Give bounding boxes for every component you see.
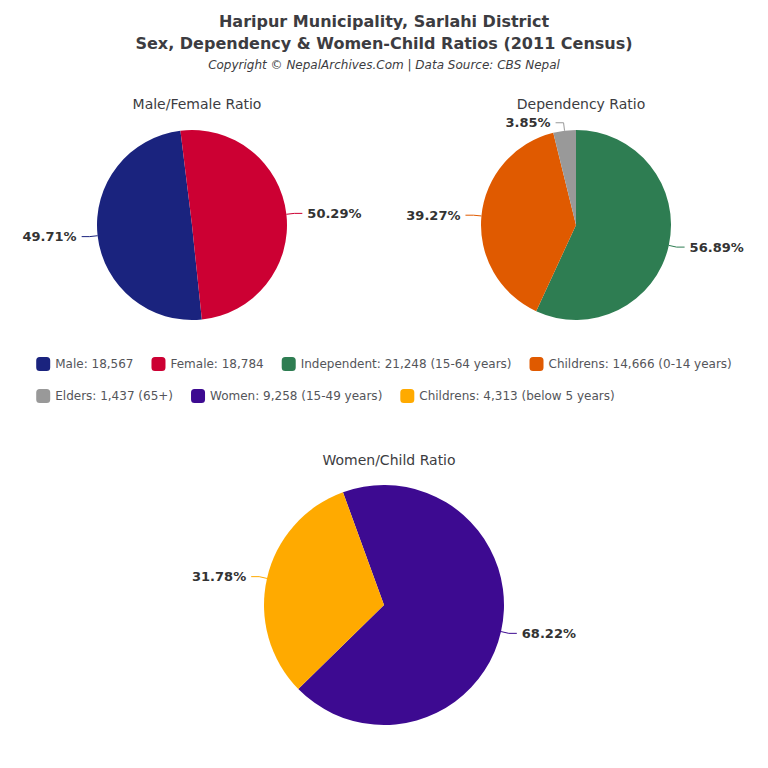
svg-text:Women: 9,258 (15-49 years): Women: 9,258 (15-49 years) — [210, 389, 382, 403]
svg-text:68.22%: 68.22% — [522, 626, 576, 641]
svg-text:Childrens: 14,666 (0-14 years): Childrens: 14,666 (0-14 years) — [549, 357, 732, 371]
svg-text:Dependency Ratio: Dependency Ratio — [517, 96, 646, 112]
svg-text:56.89%: 56.89% — [690, 240, 744, 255]
svg-text:Independent: 21,248 (15-64 yea: Independent: 21,248 (15-64 years) — [301, 357, 512, 371]
svg-text:Women/Child Ratio: Women/Child Ratio — [322, 452, 455, 468]
svg-text:39.27%: 39.27% — [406, 208, 460, 223]
svg-text:49.71%: 49.71% — [23, 229, 77, 244]
svg-text:Childrens: 4,313 (below 5 year: Childrens: 4,313 (below 5 years) — [419, 389, 614, 403]
svg-text:Male/Female Ratio: Male/Female Ratio — [133, 96, 262, 112]
svg-text:Elders: 1,437 (65+): Elders: 1,437 (65+) — [55, 389, 173, 403]
svg-text:Female: 18,784: Female: 18,784 — [170, 357, 263, 371]
svg-text:Sex, Dependency & Women-Child: Sex, Dependency & Women-Child Ratios (20… — [135, 34, 632, 53]
svg-text:Copyright © NepalArchives.Com: Copyright © NepalArchives.Com | Data Sou… — [208, 58, 560, 72]
svg-text:Male: 18,567: Male: 18,567 — [55, 357, 133, 371]
svg-text:31.78%: 31.78% — [192, 569, 246, 584]
svg-text:3.85%: 3.85% — [505, 115, 550, 130]
svg-text:Haripur Municipality, Sarlahi: Haripur Municipality, Sarlahi District — [219, 12, 549, 31]
svg-text:50.29%: 50.29% — [307, 206, 361, 221]
